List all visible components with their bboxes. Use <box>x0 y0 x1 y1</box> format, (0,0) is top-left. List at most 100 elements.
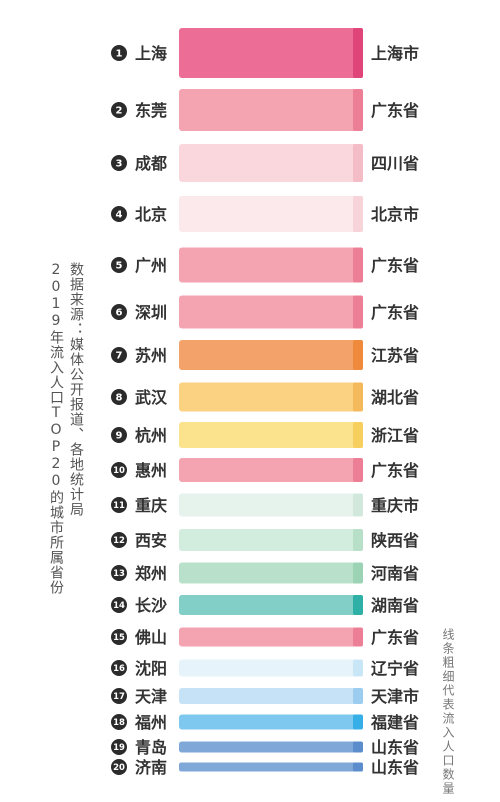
rank-badge <box>111 45 127 61</box>
rank-number: 6 <box>116 308 123 319</box>
province-label: 天津市 <box>371 687 419 706</box>
city-label: 惠州 <box>135 461 167 480</box>
rank-number: 18 <box>113 718 125 728</box>
bar <box>179 688 363 704</box>
bar <box>179 196 363 232</box>
rank-badge <box>111 304 127 320</box>
bar-accent <box>353 458 363 482</box>
bar-accent <box>353 89 363 131</box>
rank-badge <box>111 497 127 513</box>
bar-accent <box>353 659 363 677</box>
bar <box>179 458 363 482</box>
bar <box>179 382 363 412</box>
city-label: 深圳 <box>135 303 167 322</box>
legend-note: 线条粗细代表流入人口数量 <box>441 628 455 796</box>
chart-row: 5 广州 广东省 <box>111 247 419 283</box>
rank-badge <box>111 257 127 273</box>
rank-number: 3 <box>116 159 123 170</box>
rank-number: 12 <box>113 536 125 546</box>
city-label: 武汉 <box>135 388 168 407</box>
chart-row: 16 沈阳 辽宁省 <box>111 659 419 678</box>
bar <box>179 295 363 329</box>
bar <box>179 89 363 131</box>
province-label: 陕西省 <box>371 531 419 550</box>
bar-accent <box>353 595 363 615</box>
bar-accent <box>353 422 363 448</box>
chart-row: 7 苏州 江苏省 <box>111 340 419 370</box>
rank-badge <box>111 347 127 363</box>
province-label: 广东省 <box>371 101 419 120</box>
chart-row: 14 长沙 湖南省 <box>111 595 419 615</box>
bar-accent <box>353 493 363 517</box>
rank-number: 8 <box>116 393 123 404</box>
rank-number: 2 <box>116 106 123 117</box>
bar-accent <box>353 295 363 329</box>
rank-number: 9 <box>116 431 123 442</box>
province-label: 上海市 <box>371 44 419 63</box>
rank-number: 5 <box>116 261 123 272</box>
bar <box>179 340 363 370</box>
city-label: 杭州 <box>135 426 167 445</box>
chart-row: 10 惠州 广东省 <box>111 458 419 482</box>
city-label: 重庆 <box>135 496 167 515</box>
province-label: 广东省 <box>371 628 419 647</box>
province-label: 浙江省 <box>371 426 419 445</box>
chart-row: 11 重庆 重庆市 <box>111 493 419 517</box>
province-label: 湖北省 <box>371 388 419 407</box>
bar <box>179 529 363 551</box>
city-label: 北京 <box>135 205 167 224</box>
bar <box>179 247 363 283</box>
chart-title: 2019年流入人口TOP20的城市所属省份 <box>48 262 64 595</box>
chart-row: 8 武汉 湖北省 <box>111 382 419 412</box>
bar <box>179 493 363 517</box>
bar-accent <box>353 144 363 182</box>
chart-row: 18 福州 福建省 <box>111 713 419 732</box>
bar-accent <box>353 340 363 370</box>
chart-row: 3 成都 四川省 <box>111 144 419 182</box>
rank-badge <box>111 462 127 478</box>
rank-badge <box>111 714 127 730</box>
bar-accent <box>353 529 363 551</box>
province-label: 山东省 <box>371 758 419 777</box>
city-label: 天津 <box>135 687 167 706</box>
rank-number: 14 <box>113 601 125 611</box>
rank-number: 7 <box>116 351 123 362</box>
rank-badge <box>111 629 127 645</box>
rank-badge <box>111 660 127 676</box>
rank-badge <box>111 597 127 613</box>
bar-accent <box>353 714 363 730</box>
bar <box>179 741 363 753</box>
rank-number: 16 <box>113 664 125 674</box>
city-label: 沈阳 <box>135 659 167 678</box>
rank-number: 1 <box>116 49 123 60</box>
bar <box>179 714 363 730</box>
bar-accent <box>353 562 363 584</box>
bar-accent <box>353 741 363 753</box>
province-label: 四川省 <box>371 154 419 173</box>
rank-badge <box>111 155 127 171</box>
chart-row: 20 济南 山东省 <box>111 758 419 777</box>
bar <box>179 762 363 772</box>
city-label: 苏州 <box>135 346 167 365</box>
chart-row: 15 佛山 广东省 <box>111 627 419 647</box>
bar <box>179 659 363 677</box>
bar-accent <box>353 688 363 704</box>
chart-row: 13 郑州 河南省 <box>111 562 419 584</box>
bar <box>179 562 363 584</box>
bar-accent <box>353 247 363 283</box>
city-label: 上海 <box>135 44 167 63</box>
city-label: 长沙 <box>135 596 167 615</box>
city-label: 西安 <box>135 531 167 550</box>
city-label: 青岛 <box>135 738 167 757</box>
rank-number: 4 <box>116 210 123 221</box>
chart-row: 1 上海 上海市 <box>111 28 419 78</box>
rank-badge <box>111 739 127 755</box>
bar-accent <box>353 627 363 647</box>
province-label: 河南省 <box>371 564 419 583</box>
rank-badge <box>111 532 127 548</box>
bar <box>179 422 363 448</box>
province-label: 广东省 <box>371 303 419 322</box>
bar-accent <box>353 762 363 772</box>
bar <box>179 595 363 615</box>
